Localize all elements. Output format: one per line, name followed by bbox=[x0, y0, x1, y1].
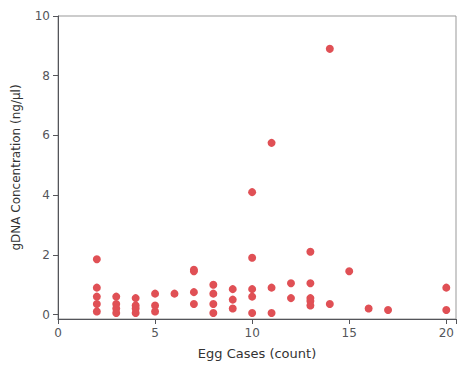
svg-text:15: 15 bbox=[342, 326, 357, 340]
svg-text:10: 10 bbox=[35, 9, 50, 23]
svg-text:0: 0 bbox=[42, 308, 50, 322]
svg-text:5: 5 bbox=[151, 326, 159, 340]
svg-text:Egg Cases (count): Egg Cases (count) bbox=[198, 346, 316, 361]
svg-text:10: 10 bbox=[245, 326, 260, 340]
svg-text:20: 20 bbox=[439, 326, 454, 340]
svg-text:6: 6 bbox=[42, 128, 50, 142]
svg-text:0: 0 bbox=[54, 326, 62, 340]
svg-text:gDNA Concentration (ng/µl): gDNA Concentration (ng/µl) bbox=[9, 84, 23, 250]
svg-text:2: 2 bbox=[42, 248, 50, 262]
svg-text:8: 8 bbox=[42, 69, 50, 83]
svg-text:4: 4 bbox=[42, 188, 50, 202]
